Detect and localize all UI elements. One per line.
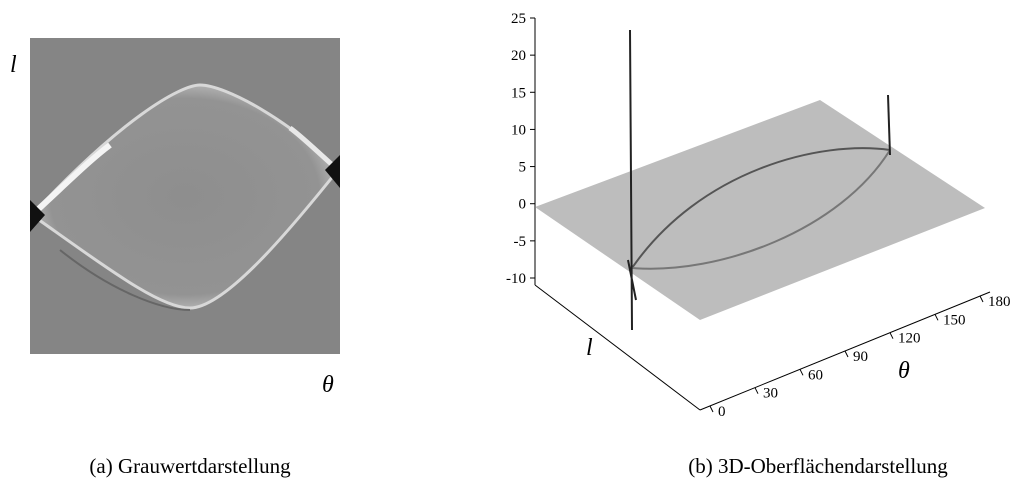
- grayscale-image: [29, 38, 340, 354]
- z-tick-label: 0: [519, 197, 527, 213]
- z-tick-label: 25: [511, 11, 526, 27]
- theta-tick-label: 180: [988, 294, 1011, 310]
- z-tick-label: 20: [511, 48, 526, 64]
- theta-tick: [889, 332, 894, 339]
- y-axis-label: l: [10, 52, 17, 78]
- z-tick-label: 15: [511, 85, 526, 101]
- l-axis-label: l: [586, 335, 593, 361]
- theta-tick: [979, 295, 984, 303]
- theta-tick: [754, 387, 759, 394]
- x-axis-label: θ: [322, 372, 334, 398]
- theta-tick-label: 90: [853, 349, 868, 365]
- z-tick-label: -5: [514, 234, 527, 250]
- caption: (a) Grauwertdarstellung: [89, 454, 291, 478]
- theta-tick: [799, 369, 804, 376]
- theta-tick-label: 120: [898, 331, 921, 347]
- theta-axis-label: θ: [898, 358, 910, 384]
- surface-plot: [534, 18, 991, 411]
- z-tick-label: -10: [506, 271, 526, 287]
- theta-tick: [844, 350, 849, 358]
- z-tick-label: 5: [519, 160, 527, 176]
- theta-tick-label: 0: [718, 404, 726, 420]
- caption: (b) 3D-Oberflächendarstellung: [688, 454, 948, 478]
- z-tick-label: 10: [511, 122, 526, 138]
- theta-tick-label: 150: [943, 312, 966, 328]
- theta-tick-label: 30: [763, 386, 778, 402]
- theta-tick: [934, 314, 939, 321]
- theta-tick-label: 60: [808, 367, 823, 383]
- theta-tick: [709, 405, 714, 413]
